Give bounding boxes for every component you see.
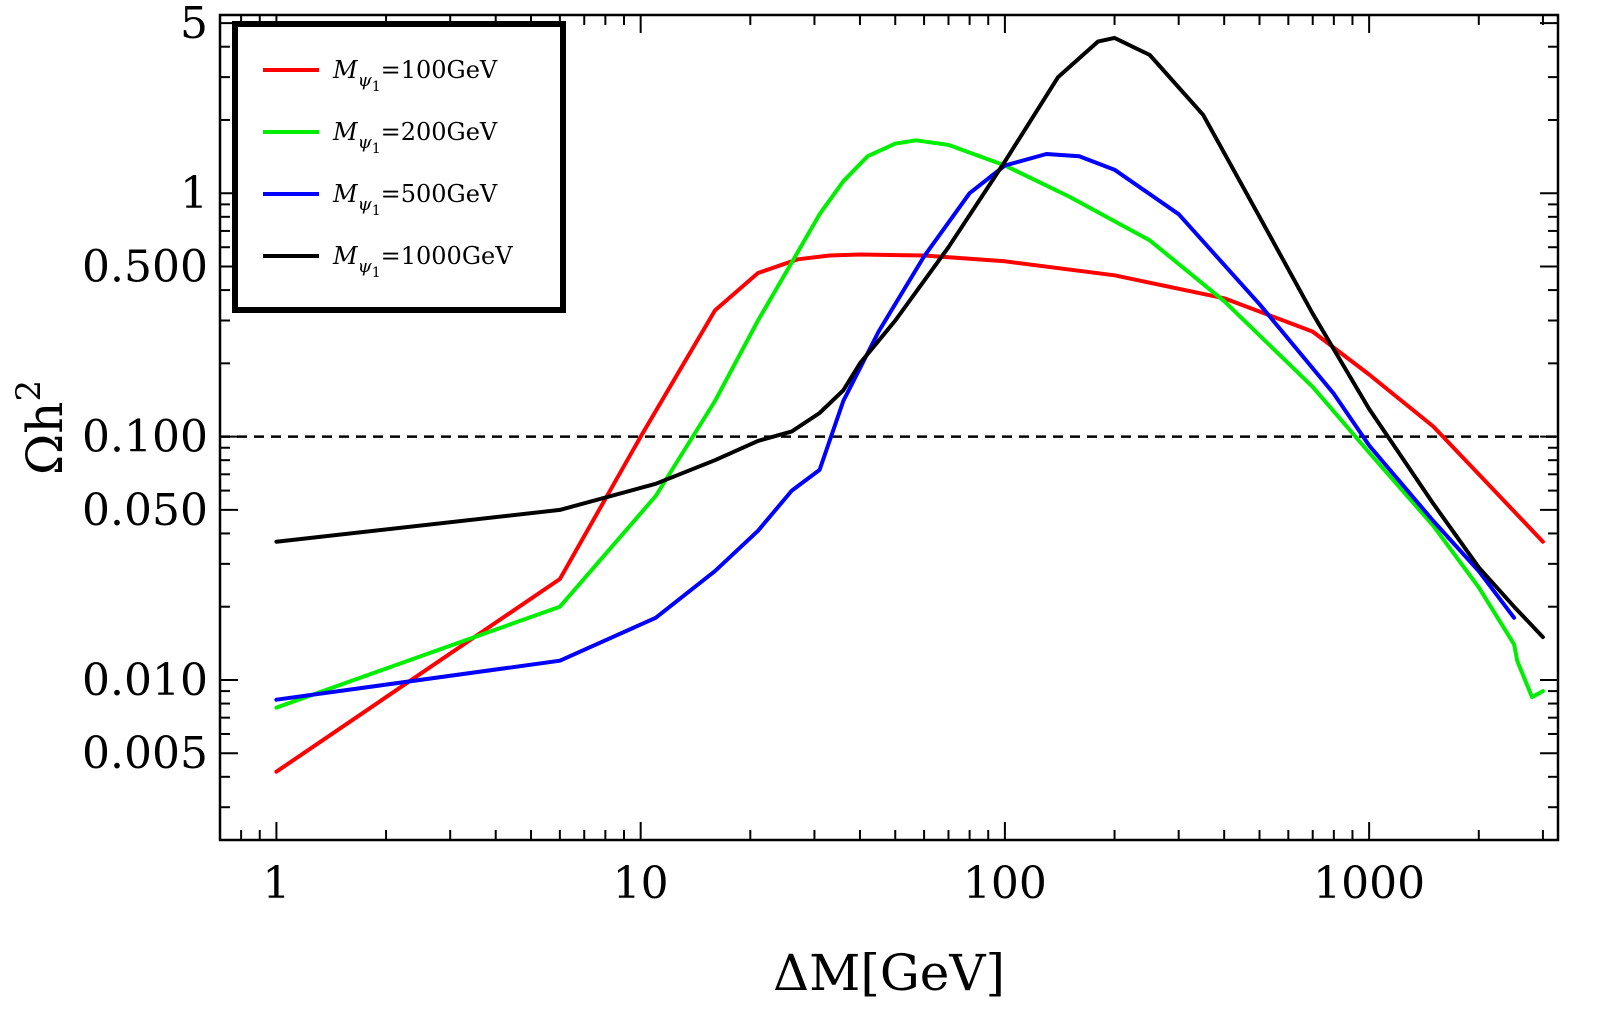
series-line-4 [274,35,1545,640]
x-axis-title: ΔM[GeV] [773,944,1005,1002]
y-tick-label: 0.010 [82,655,208,706]
legend-label-4: Mψ1=1000GeV [332,242,513,281]
legend: Mψ1=100GeV Mψ1=200GeV Mψ1=500GeV Mψ1=1000Ge… [232,21,566,313]
y-tick-label: 0.050 [82,485,208,536]
x-tick-label: 1 [262,858,290,909]
x-tick-label: 10 [613,858,669,909]
legend-label-2: Mψ1=200GeV [332,118,498,157]
y-axis-title-superscript: 2 [9,380,49,402]
axis-ticks [219,15,1558,840]
plot-frame [218,13,1560,842]
series-line-3 [274,152,1517,702]
series-line-2 [274,138,1545,710]
y-tick-label: 0.500 [82,241,208,292]
x-tick-label: 100 [963,858,1047,909]
legend-label-3: Mψ1=500GeV [332,180,498,219]
y-axis-title: Ωh2 [9,380,74,475]
legend-label-1: Mψ1=100GeV [332,56,498,95]
y-tick-label: 1 [180,168,208,219]
y-axis-title-main: Ωh [16,401,74,475]
y-axis-title-text: Ωh2 [9,380,74,475]
axis-tick-labels: 1 10 100 1000 0.005 0.010 0.050 0.100 0.500 1 5 [82,0,1425,909]
y-tick-label: 0.005 [82,728,208,779]
x-tick-label: 1000 [1313,858,1425,909]
series-group [274,35,1545,774]
y-tick-label: 5 [180,0,208,49]
y-tick-label: 0.100 [82,412,208,463]
